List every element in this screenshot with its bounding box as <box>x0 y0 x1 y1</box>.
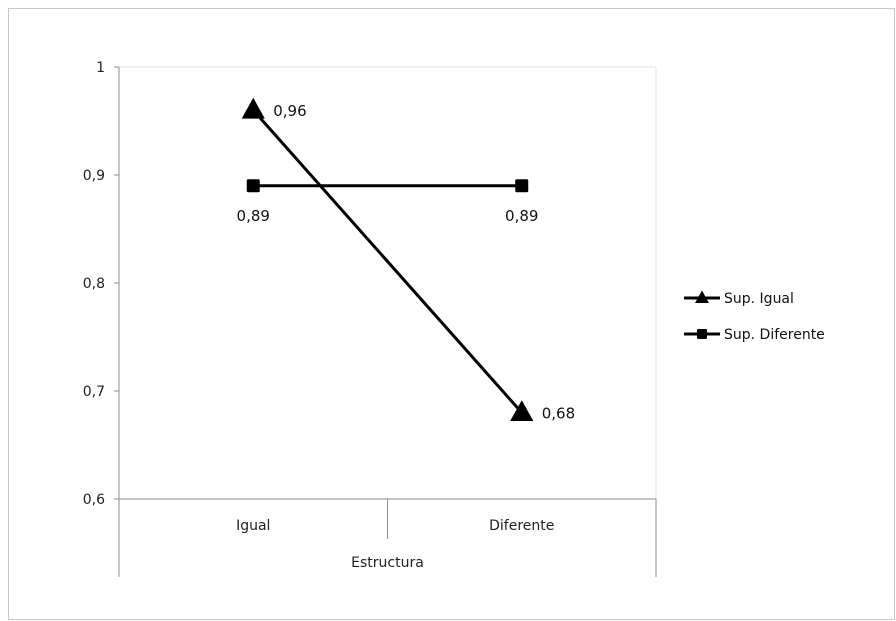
data-label: 0,96 <box>273 102 306 120</box>
square-marker <box>515 179 529 193</box>
chart-axes: 0,6 0,7 0,8 0,9 1 Igual Diferente Estructura <box>83 60 657 577</box>
y-tick-label: 0,7 <box>83 384 105 400</box>
triangle-marker <box>510 400 534 421</box>
y-tick-label: 0,6 <box>83 492 105 508</box>
triangle-marker <box>241 97 265 119</box>
legend-label: Sup. Diferente <box>724 327 825 343</box>
y-tick-label: 0,9 <box>83 168 105 184</box>
y-tick-label: 0,8 <box>83 276 105 292</box>
triangle-marker <box>695 290 709 304</box>
data-label: 0,89 <box>505 207 538 225</box>
y-tick-label: 1 <box>96 60 105 76</box>
legend-label: Sup. Igual <box>724 291 794 307</box>
square-marker <box>697 329 707 339</box>
chart-frame <box>8 8 895 620</box>
data-label: 0,68 <box>542 405 575 423</box>
chart-series <box>241 97 534 421</box>
square-marker <box>246 179 260 193</box>
x-tick-label: Diferente <box>489 518 554 534</box>
data-label: 0,89 <box>237 207 270 225</box>
data-labels: 0,96 0,68 0,89 0,89 <box>237 102 576 422</box>
x-tick-label: Igual <box>236 518 270 534</box>
series-line-0 <box>252 109 523 414</box>
legend: Sup. Igual Sup. Diferente <box>684 290 825 343</box>
x-group-label: Estructura <box>351 555 424 571</box>
